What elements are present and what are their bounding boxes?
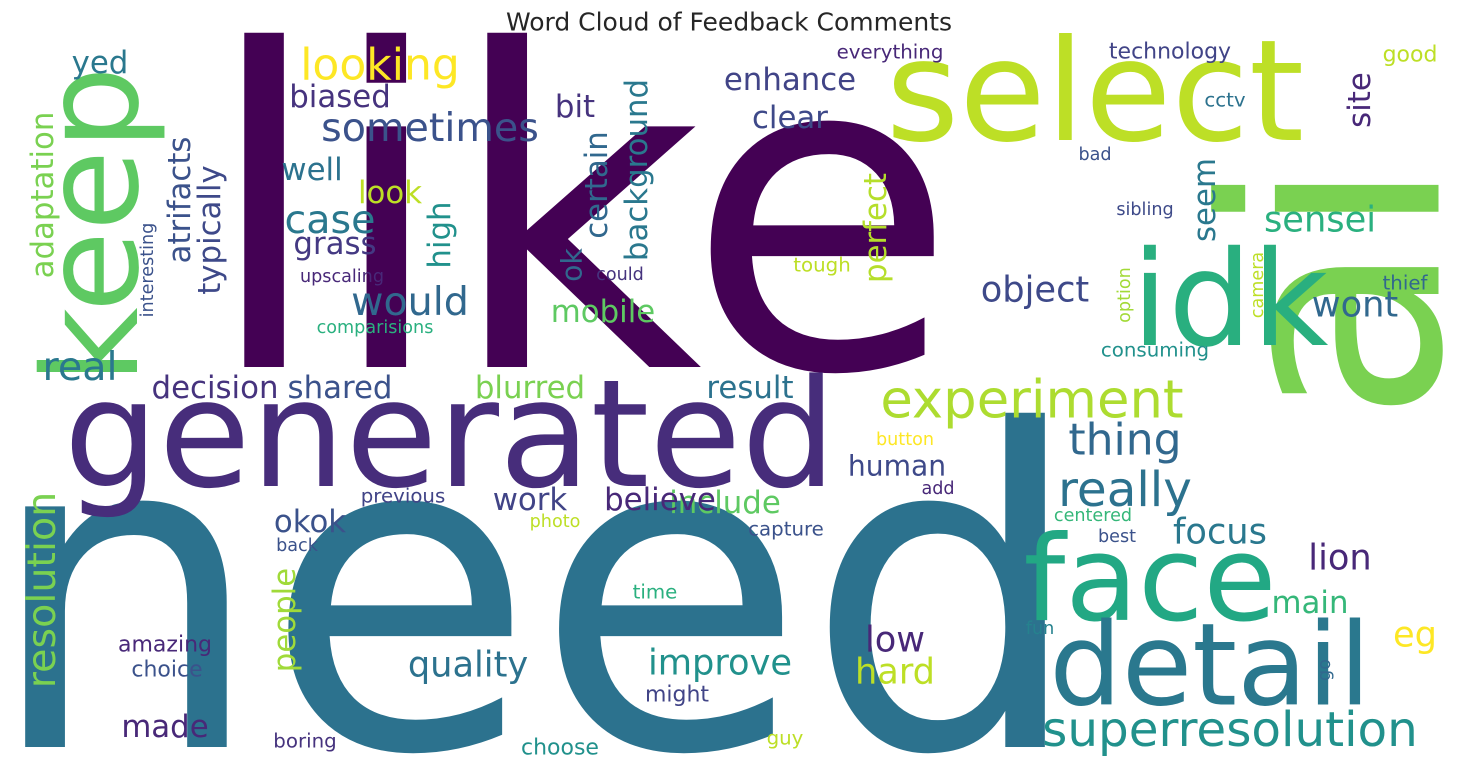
word: adaptation xyxy=(25,112,61,279)
word: best xyxy=(1098,527,1136,547)
word: face xyxy=(1023,511,1276,649)
word: blurred xyxy=(475,370,585,406)
word: looking xyxy=(300,40,460,91)
word: typically xyxy=(192,165,228,295)
word: sibling xyxy=(1116,200,1173,220)
word: shared xyxy=(288,370,393,406)
word: resolution xyxy=(19,492,65,688)
word: work xyxy=(493,482,568,518)
word: detail xyxy=(1049,599,1371,732)
word: thing xyxy=(1068,415,1181,466)
word: go xyxy=(1315,659,1335,681)
word: look xyxy=(358,175,422,211)
word: case xyxy=(285,197,376,243)
word: cctv xyxy=(1204,89,1246,112)
word: human xyxy=(848,450,946,483)
word: quality xyxy=(408,645,528,686)
word: could xyxy=(596,265,644,285)
word: time xyxy=(633,581,678,604)
word: boring xyxy=(273,730,336,753)
word: everything xyxy=(837,41,944,64)
word: atrifacts xyxy=(162,137,198,264)
word: tough xyxy=(793,254,851,277)
word: technology xyxy=(1109,40,1231,65)
word: ok xyxy=(556,248,589,282)
chart-title: Word Cloud of Feedback Comments xyxy=(506,8,952,37)
word: real xyxy=(42,344,117,390)
word: low xyxy=(865,620,925,661)
word: believe xyxy=(604,482,716,518)
word: interesting xyxy=(138,223,158,318)
word: result xyxy=(706,370,793,406)
word: capture xyxy=(748,518,824,541)
word: clear xyxy=(752,100,828,136)
word: select xyxy=(886,10,1304,174)
word: like xyxy=(203,0,957,471)
word: need xyxy=(0,339,1085,770)
word: decision xyxy=(152,370,279,406)
word: background xyxy=(619,79,655,261)
word: certain xyxy=(579,131,615,239)
word: idk xyxy=(1132,223,1329,377)
word: biased xyxy=(289,79,391,115)
word: thief xyxy=(1383,272,1429,295)
word: lion xyxy=(1308,538,1371,579)
word: really xyxy=(1058,462,1192,518)
word: wont xyxy=(1312,285,1398,326)
word: generated xyxy=(64,348,837,522)
word: superresolution xyxy=(1042,702,1418,758)
word: choice xyxy=(131,658,202,683)
word: back xyxy=(276,536,319,556)
word: site xyxy=(1342,72,1378,128)
word: okok xyxy=(274,504,346,540)
word: high xyxy=(422,201,458,268)
word: choose xyxy=(521,736,599,761)
word: perfect xyxy=(858,173,894,283)
word: keep xyxy=(15,66,169,384)
word: upscaling xyxy=(300,267,384,287)
word: sometimes xyxy=(321,105,539,151)
word: mobile xyxy=(551,294,655,330)
word: sensei xyxy=(1264,200,1376,241)
word: focus xyxy=(1173,512,1267,553)
word: amazing xyxy=(118,633,212,658)
word: improve xyxy=(648,643,792,684)
word: fun xyxy=(1026,619,1055,639)
word: enhance xyxy=(724,62,856,98)
word: grass xyxy=(293,226,376,262)
word: experiment xyxy=(880,370,1183,431)
word: photo xyxy=(530,512,581,532)
word: add xyxy=(921,479,954,499)
word: good xyxy=(1383,43,1438,68)
word: might xyxy=(645,683,709,708)
word: would xyxy=(351,279,469,325)
word: include xyxy=(669,485,781,521)
word: consuming xyxy=(1101,339,1209,362)
word: object xyxy=(981,270,1089,311)
word: comparisions xyxy=(317,318,434,338)
word: seem xyxy=(1187,158,1223,242)
word: eg xyxy=(1393,615,1437,656)
word: previous xyxy=(361,485,446,508)
word: made xyxy=(121,709,208,745)
word: option xyxy=(1115,267,1135,323)
word: well xyxy=(281,152,342,188)
word: main xyxy=(1272,585,1349,621)
word: bad xyxy=(1078,145,1111,165)
word: guy xyxy=(767,727,804,750)
word: button xyxy=(876,430,934,450)
word: centered xyxy=(1054,506,1132,526)
word: bit xyxy=(555,89,595,125)
word: yed xyxy=(72,45,129,81)
word: hard xyxy=(855,652,935,693)
word: people xyxy=(267,568,303,672)
word: ai xyxy=(1161,157,1459,423)
word: camera xyxy=(1248,252,1268,318)
